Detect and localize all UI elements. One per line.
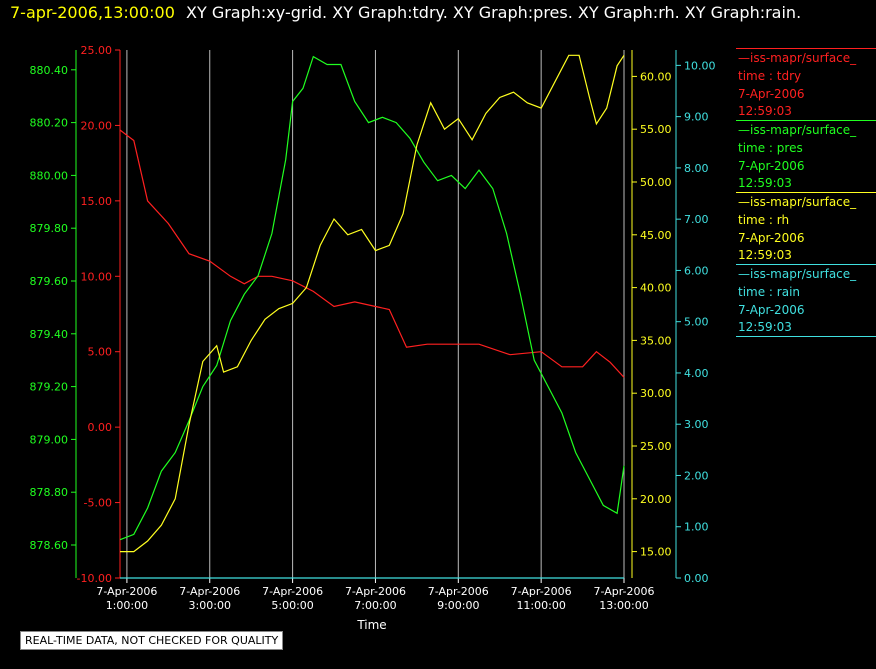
y-tick-label-rh: 60.00 bbox=[640, 70, 672, 83]
legend-entry-rh: —iss-mapr/surface_ time : rh 7-Apr-2006 … bbox=[736, 192, 876, 264]
legend-line-tdry bbox=[736, 48, 876, 49]
x-tick-label-time: 9:00:00 bbox=[437, 599, 479, 612]
legend-date-rh: 7-Apr-2006 bbox=[738, 231, 805, 245]
y-tick-label-pres: 878.80 bbox=[30, 486, 69, 499]
y-tick-label-pres: 879.20 bbox=[30, 381, 69, 394]
legend-source-rain: —iss-mapr/surface_ bbox=[738, 267, 857, 281]
y-tick-label-rain: 6.00 bbox=[684, 264, 709, 277]
x-tick-label-date: 7-Apr-2006 bbox=[593, 585, 654, 598]
legend-bottom-rule bbox=[736, 336, 876, 337]
legend-date-pres: 7-Apr-2006 bbox=[738, 159, 805, 173]
legend-time-rh: 12:59:03 bbox=[738, 248, 792, 262]
legend-date-rain: 7-Apr-2006 bbox=[738, 303, 805, 317]
series-line-pres bbox=[119, 55, 625, 541]
x-tick-label-time: 3:00:00 bbox=[189, 599, 231, 612]
y-tick-label-pres: 879.40 bbox=[30, 328, 69, 341]
x-tick-label-date: 7-Apr-2006 bbox=[428, 585, 489, 598]
y-tick-label-tdry: 0.00 bbox=[88, 421, 113, 434]
legend-var-rain: time : rain bbox=[738, 285, 801, 299]
y-tick-label-rain: 2.00 bbox=[684, 469, 709, 482]
legend-line-rain bbox=[736, 264, 876, 265]
y-tick-label-rh: 35.00 bbox=[640, 334, 672, 347]
y-tick-label-rain: 4.00 bbox=[684, 367, 709, 380]
y-tick-label-pres: 880.40 bbox=[30, 64, 69, 77]
series-line-rh bbox=[120, 54, 625, 553]
y-tick-label-rh: 55.00 bbox=[640, 123, 672, 136]
y-tick-label-tdry: -5.00 bbox=[84, 497, 112, 510]
y-tick-label-rh: 50.00 bbox=[640, 176, 672, 189]
quality-warning-note: REAL-TIME DATA, NOT CHECKED FOR QUALITY bbox=[20, 631, 284, 650]
y-tick-label-rh: 15.00 bbox=[640, 546, 672, 559]
y-tick-label-rain: 3.00 bbox=[684, 418, 709, 431]
x-tick-label-time: 5:00:00 bbox=[271, 599, 313, 612]
legend-entry-rain: —iss-mapr/surface_ time : rain 7-Apr-200… bbox=[736, 264, 876, 337]
y-tick-label-rain: 5.00 bbox=[684, 316, 709, 329]
legend-time-pres: 12:59:03 bbox=[738, 176, 792, 190]
y-tick-label-pres: 879.80 bbox=[30, 222, 69, 235]
title-graph-list: XY Graph:xy-grid. XY Graph:tdry. XY Grap… bbox=[186, 3, 802, 22]
y-tick-label-pres: 880.00 bbox=[30, 169, 69, 182]
title-bar: 7-apr-2006,13:00:00 XY Graph:xy-grid. XY… bbox=[0, 0, 876, 28]
y-tick-label-rh: 30.00 bbox=[640, 387, 672, 400]
legend-var-tdry: time : tdry bbox=[738, 69, 802, 83]
legend-source-pres: —iss-mapr/surface_ bbox=[738, 123, 857, 137]
y-tick-label-rain: 9.00 bbox=[684, 111, 709, 124]
legend-time-tdry: 12:59:03 bbox=[738, 104, 792, 118]
x-axis-label: Time bbox=[356, 618, 386, 632]
y-tick-label-tdry: 5.00 bbox=[88, 346, 113, 359]
legend-time-rain: 12:59:03 bbox=[738, 320, 792, 334]
x-tick-label-time: 11:00:00 bbox=[516, 599, 565, 612]
x-tick-label-date: 7-Apr-2006 bbox=[262, 585, 323, 598]
legend-line-pres bbox=[736, 120, 876, 121]
y-tick-label-rh: 25.00 bbox=[640, 440, 672, 453]
legend-source-rh: —iss-mapr/surface_ bbox=[738, 195, 857, 209]
legend-source-tdry: —iss-mapr/surface_ bbox=[738, 51, 857, 65]
series-line-tdry bbox=[119, 129, 625, 378]
y-tick-label-rain: 10.00 bbox=[684, 59, 716, 72]
y-tick-label-tdry: 15.00 bbox=[81, 195, 113, 208]
legend-var-pres: time : pres bbox=[738, 141, 803, 155]
x-tick-label-time: 7:00:00 bbox=[354, 599, 396, 612]
y-tick-label-rh: 45.00 bbox=[640, 229, 672, 242]
y-tick-label-tdry: 20.00 bbox=[81, 119, 113, 132]
x-tick-label-time: 1:00:00 bbox=[106, 599, 148, 612]
y-tick-label-pres: 880.20 bbox=[30, 117, 69, 130]
x-tick-label-date: 7-Apr-2006 bbox=[96, 585, 157, 598]
legend-line-rh bbox=[736, 192, 876, 193]
y-tick-label-rain: 7.00 bbox=[684, 213, 709, 226]
x-tick-label-date: 7-Apr-2006 bbox=[179, 585, 240, 598]
y-tick-label-tdry: 10.00 bbox=[81, 270, 113, 283]
legend-entry-tdry: —iss-mapr/surface_ time : tdry 7-Apr-200… bbox=[736, 48, 876, 120]
legend-var-rh: time : rh bbox=[738, 213, 790, 227]
y-tick-label-tdry: -10.00 bbox=[77, 572, 112, 585]
y-tick-label-pres: 878.60 bbox=[30, 539, 69, 552]
legend: —iss-mapr/surface_ time : tdry 7-Apr-200… bbox=[736, 48, 876, 337]
x-tick-label-time: 13:00:00 bbox=[599, 599, 648, 612]
y-tick-label-pres: 879.00 bbox=[30, 433, 69, 446]
y-tick-label-rh: 20.00 bbox=[640, 493, 672, 506]
y-tick-label-rain: 8.00 bbox=[684, 162, 709, 175]
y-tick-label-pres: 879.60 bbox=[30, 275, 69, 288]
y-tick-label-tdry: 25.00 bbox=[81, 44, 113, 57]
title-datetime: 7-apr-2006,13:00:00 bbox=[10, 3, 175, 22]
y-tick-label-rain: 1.00 bbox=[684, 521, 709, 534]
legend-date-tdry: 7-Apr-2006 bbox=[738, 87, 805, 101]
x-tick-label-date: 7-Apr-2006 bbox=[511, 585, 572, 598]
legend-entry-pres: —iss-mapr/surface_ time : pres 7-Apr-200… bbox=[736, 120, 876, 192]
y-tick-label-rh: 40.00 bbox=[640, 282, 672, 295]
x-tick-label-date: 7-Apr-2006 bbox=[345, 585, 406, 598]
y-tick-label-rain: 0.00 bbox=[684, 572, 709, 585]
